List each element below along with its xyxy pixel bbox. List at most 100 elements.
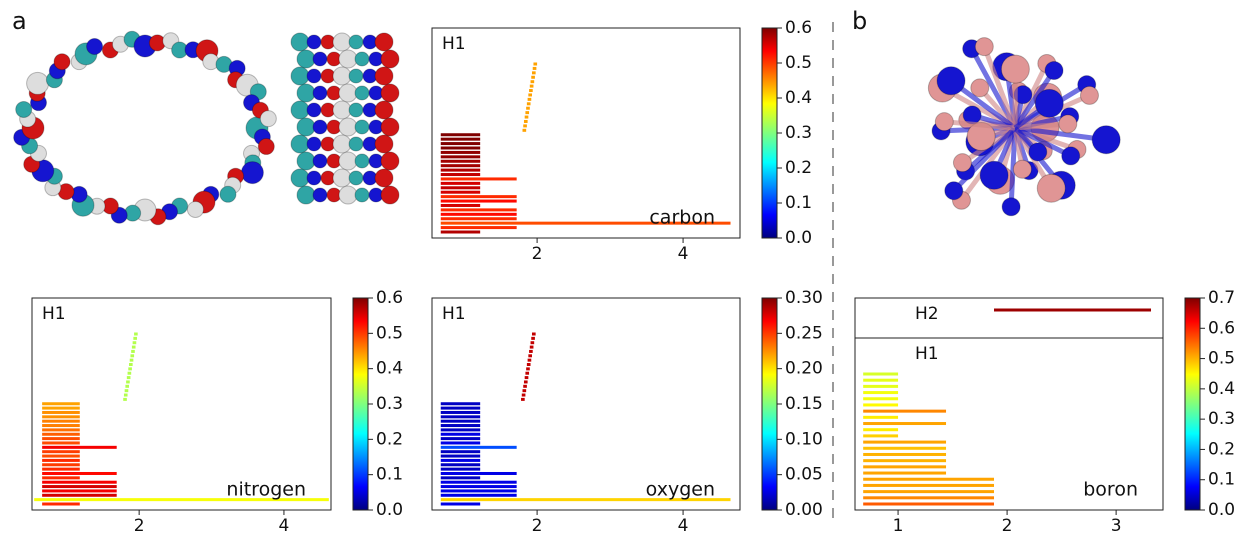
bar (863, 416, 898, 419)
atom (349, 69, 363, 83)
atom (375, 33, 393, 51)
bar (441, 195, 517, 198)
atom (975, 38, 993, 56)
x-tick-label: 2 (1002, 516, 1013, 535)
bar (129, 363, 133, 366)
atom (291, 67, 309, 85)
bar (133, 337, 137, 340)
atom (1062, 147, 1080, 165)
bar (125, 389, 129, 392)
bar (523, 389, 527, 392)
atom (355, 52, 369, 66)
bar (42, 437, 80, 440)
bar (441, 191, 480, 194)
atom (349, 171, 363, 185)
bar (441, 428, 480, 431)
bar (524, 380, 528, 383)
bar (441, 151, 480, 154)
atom (1059, 115, 1077, 133)
atom (260, 111, 276, 127)
atom (1029, 143, 1047, 161)
bar (523, 124, 527, 127)
atom (313, 52, 327, 66)
bar (532, 333, 536, 336)
bar (441, 231, 480, 234)
atom (313, 120, 327, 134)
bar (130, 359, 134, 362)
element-label: oxygen (646, 479, 715, 501)
colorbar-tick-label: 0.4 (1208, 379, 1235, 399)
bar (863, 428, 898, 431)
bar (523, 129, 527, 132)
x-tick-label: 4 (678, 244, 689, 264)
bar (863, 459, 946, 462)
atom (291, 169, 309, 187)
atom (16, 101, 32, 117)
colorbar-tick-label: 0.1 (1208, 470, 1235, 490)
bar (863, 422, 946, 425)
x-tick-label: 1 (893, 516, 904, 535)
atom (349, 137, 363, 151)
bar (42, 441, 80, 444)
colorbar-tick-label: 0.5 (785, 53, 812, 73)
bar (863, 453, 946, 456)
bar (441, 424, 480, 427)
atom (307, 35, 321, 49)
bar (42, 503, 80, 506)
atom (971, 79, 989, 97)
atom (945, 182, 963, 200)
colorbar-tick-label: 0.2 (1208, 439, 1235, 459)
bar (527, 102, 531, 105)
bar (530, 85, 534, 88)
bar (863, 403, 898, 406)
bar (526, 107, 530, 110)
bar (441, 459, 480, 462)
atom (381, 50, 399, 68)
bar (533, 63, 537, 66)
atom (54, 54, 70, 70)
atom (381, 186, 399, 204)
bar (441, 164, 480, 167)
bar (127, 376, 131, 379)
x-tick-label: 2 (532, 516, 543, 535)
bar (441, 182, 480, 185)
bar (863, 385, 898, 388)
atom (333, 67, 351, 85)
atom (291, 33, 309, 51)
colorbar-tick-label: 0.10 (785, 429, 823, 449)
bar (863, 373, 898, 376)
bar (42, 476, 80, 479)
bar (441, 217, 517, 220)
colorbar-tick-label: 0.3 (785, 123, 812, 143)
bar (42, 411, 80, 414)
bar (994, 309, 1151, 312)
bar (42, 472, 117, 475)
colorbar-tick-label: 0.2 (376, 429, 403, 449)
group-label: H1 (42, 304, 66, 324)
bar (42, 402, 80, 405)
panel-label: a (12, 7, 27, 35)
bar (441, 173, 480, 176)
atom (355, 86, 369, 100)
bar (42, 459, 80, 462)
bar (134, 333, 138, 336)
bar (125, 385, 129, 388)
bar (124, 394, 128, 397)
bar (525, 111, 529, 114)
bar (441, 446, 517, 449)
bar (441, 204, 480, 207)
atom (935, 113, 953, 131)
atom (333, 101, 351, 119)
colorbar-tick-label: 0.4 (785, 88, 812, 108)
atom (313, 86, 327, 100)
colorbar-tick-label: 0.6 (376, 288, 403, 308)
colorbar-tick-label: 0.20 (785, 359, 823, 379)
bar (525, 376, 529, 379)
bar (441, 485, 517, 488)
bar (441, 468, 480, 471)
bar (528, 93, 532, 96)
atom (339, 186, 357, 204)
bar (533, 67, 537, 70)
atom (313, 188, 327, 202)
group-label: H1 (442, 304, 466, 324)
